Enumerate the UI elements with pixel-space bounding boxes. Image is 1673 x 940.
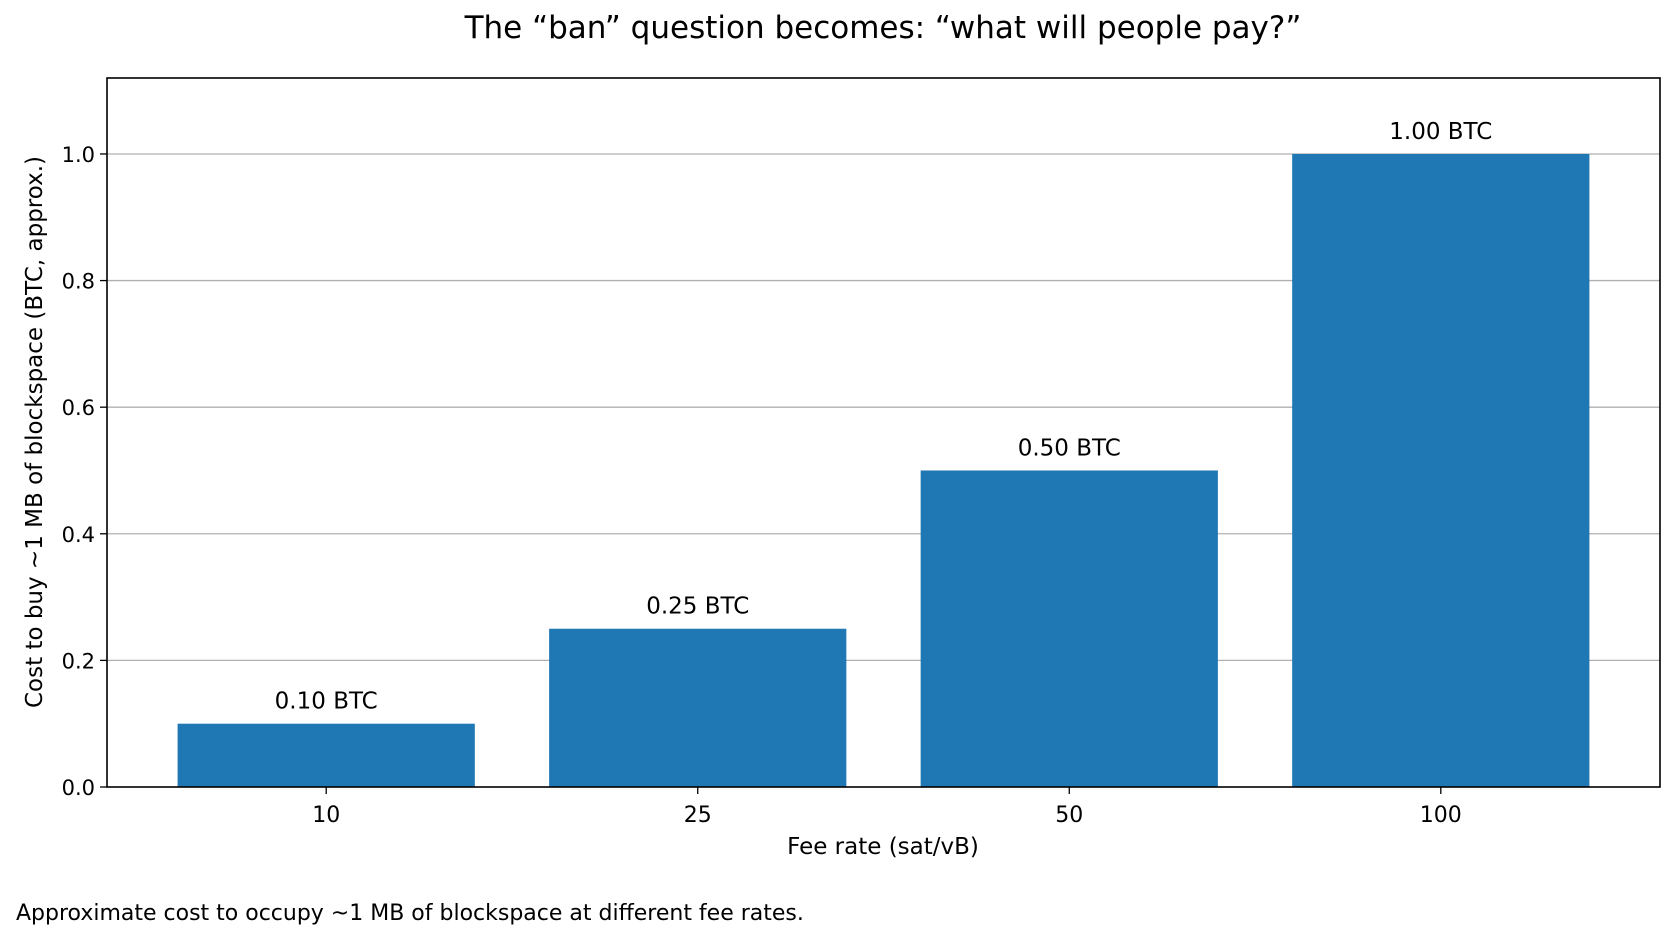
- bar-50: [920, 470, 1218, 787]
- data-label: 1.00 BTC: [1389, 119, 1492, 145]
- x-tick-label: 10: [312, 803, 340, 828]
- data-labels: 0.10 BTC 0.25 BTC 0.50 BTC 1.00 BTC: [275, 119, 1493, 715]
- bar-10: [177, 723, 475, 787]
- caption: Approximate cost to occupy ~1 MB of bloc…: [16, 901, 804, 926]
- bars: [177, 153, 1590, 787]
- y-tick-label: 0.8: [62, 270, 95, 294]
- x-tick-label: 50: [1055, 803, 1083, 828]
- y-tick-label: 0.2: [62, 649, 95, 673]
- x-axis-ticks: 10 25 50 100: [312, 787, 1462, 828]
- y-axis-label: Cost to buy ~1 MB of blockspace (BTC, ap…: [22, 156, 48, 708]
- data-label: 0.50 BTC: [1018, 435, 1121, 461]
- y-tick-label: 0.4: [62, 523, 95, 547]
- bar-25: [549, 628, 847, 787]
- y-tick-label: 0.0: [62, 776, 95, 800]
- y-tick-label: 0.6: [62, 396, 95, 420]
- x-axis-label: Fee rate (sat/vB): [787, 834, 979, 860]
- bar-100: [1292, 153, 1590, 787]
- x-tick-label: 25: [684, 803, 712, 828]
- chart-title: The “ban” question becomes: “what will p…: [464, 10, 1302, 46]
- data-label: 0.10 BTC: [275, 689, 378, 715]
- y-tick-label: 1.0: [62, 143, 95, 167]
- data-label: 0.25 BTC: [646, 594, 749, 620]
- y-axis-ticks: 0.0 0.2 0.4 0.6 0.8 1.0: [62, 143, 107, 800]
- x-tick-label: 100: [1420, 803, 1462, 828]
- plot-frame: [106, 77, 1661, 788]
